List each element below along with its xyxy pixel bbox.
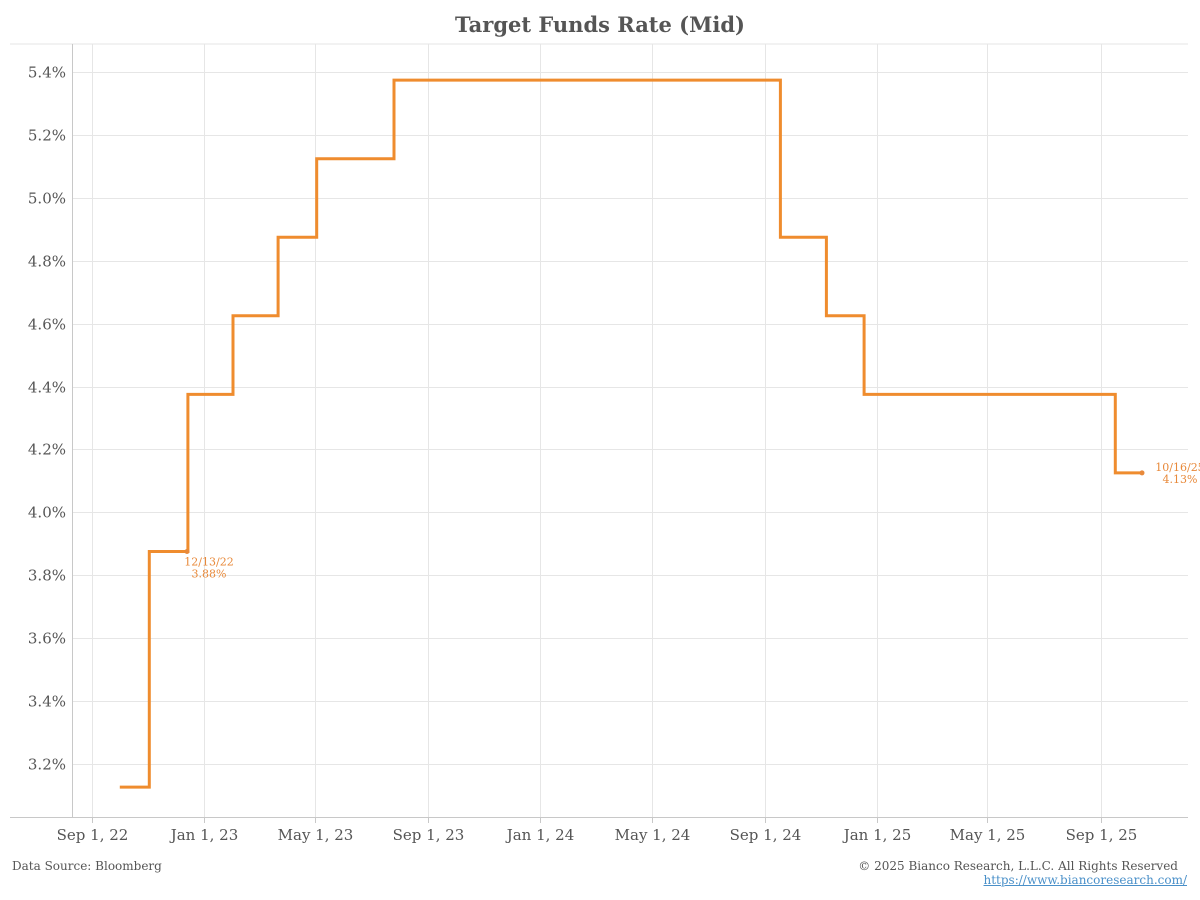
annotation-date: 12/13/22 [184, 555, 233, 568]
y-tick-label: 4.6% [28, 316, 66, 334]
axes [10, 43, 1188, 823]
x-tick-label: Sep 1, 24 [730, 826, 802, 844]
y-tick-label: 4.2% [28, 441, 66, 459]
y-tick-label: 5.0% [28, 190, 66, 208]
rate-step-line [119, 78, 1142, 789]
annotation-marker [184, 548, 190, 554]
x-tick-label: Sep 1, 25 [1066, 826, 1138, 844]
y-tick-label: 5.2% [28, 127, 66, 145]
x-tick-label: May 1, 24 [615, 826, 691, 844]
y-tick-label: 3.2% [28, 756, 66, 774]
annotation-marker [1139, 470, 1145, 476]
gridlines [72, 44, 1188, 817]
data-source-note: Data Source: Bloomberg [12, 859, 162, 873]
x-tick-label: Sep 1, 22 [57, 826, 129, 844]
y-tick-label: 4.0% [28, 504, 66, 522]
x-tick-label: Jan 1, 24 [505, 826, 575, 844]
x-tick-label: Sep 1, 23 [393, 826, 465, 844]
annotation-value: 4.13% [1163, 473, 1198, 486]
website-link[interactable]: https://www.biancoresearch.com/ [983, 873, 1187, 887]
y-tick-label: 3.4% [28, 693, 66, 711]
x-tick-label: Jan 1, 23 [169, 826, 239, 844]
annotations: 12/13/223.88% 10/16/254.13% [184, 461, 1200, 581]
series-layer [119, 78, 1142, 789]
y-tick-label: 3.6% [28, 630, 66, 648]
chart-title: Target Funds Rate (Mid) [455, 12, 745, 37]
y-tick-label: 5.4% [28, 64, 66, 82]
y-tick-label: 4.8% [28, 253, 66, 271]
copyright-note: © 2025 Bianco Research, L.L.C. All Right… [858, 859, 1178, 873]
tick-labels: 3.2% 3.4% 3.6% 3.8% 4.0% 4.2% 4.4% 4.6% 4.8% 5.0%… [28, 64, 1137, 845]
y-tick-label: 3.8% [28, 567, 66, 585]
annotation-date: 10/16/25 [1155, 461, 1200, 474]
annotation-value: 3.88% [192, 567, 227, 580]
x-tick-label: Jan 1, 25 [842, 826, 912, 844]
x-tick-label: May 1, 23 [278, 826, 354, 844]
x-tick-label: May 1, 25 [950, 826, 1026, 844]
y-tick-label: 4.4% [28, 379, 66, 397]
